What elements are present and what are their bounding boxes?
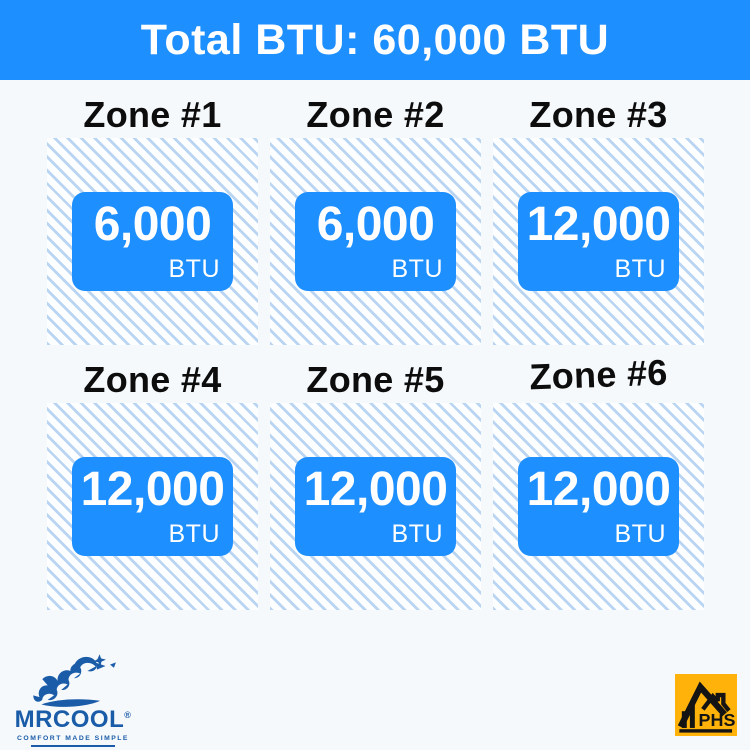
zone-2-title: Zone #2 (306, 94, 445, 135)
zone-6-btu-value: 12,000 (526, 463, 671, 516)
zone-2-btu-unit: BTU (391, 255, 443, 283)
zone-3-btu-unit: BTU (614, 255, 666, 283)
zone-6-btu-unit: BTU (614, 520, 666, 548)
total-btu-title: Total BTU: 60,000 BTU (140, 15, 610, 64)
registered-trademark-icon: ® (124, 710, 132, 720)
zone-6-title: Zone #6 (528, 351, 669, 398)
zone-3-btu-value: 12,000 (526, 198, 671, 251)
zone-6-btu-card: 12,000 BTU (518, 457, 679, 556)
zone-5-btu-unit: BTU (391, 520, 443, 548)
zone-4-hatch-box: 12,000 BTU (47, 403, 258, 610)
zone-2-btu-card: 6,000 BTU (295, 192, 456, 291)
zone-2-btu-value: 6,000 (316, 198, 435, 251)
zone-4: Zone #4 12,000 BTU (47, 357, 258, 610)
zone-6-hatch-box: 12,000 BTU (493, 403, 704, 610)
zone-5-hatch-box: 12,000 BTU (270, 403, 481, 610)
zone-1-title: Zone #1 (83, 94, 222, 135)
zone-4-btu-value: 12,000 (80, 463, 225, 516)
zone-1-btu-card: 6,000 BTU (72, 192, 233, 291)
zone-3-title: Zone #3 (529, 94, 668, 135)
zone-1-btu-unit: BTU (168, 255, 220, 283)
phs-label: PHS (699, 710, 736, 730)
zone-5-btu-value: 12,000 (303, 463, 448, 516)
zone-5-title: Zone #5 (306, 359, 445, 400)
mrcool-logo: MRCOOL® COMFORT MADE SIMPLE (14, 652, 132, 747)
zone-1-hatch-box: 6,000 BTU (47, 138, 258, 345)
zone-1-btu-value: 6,000 (93, 198, 212, 251)
header-bar: Total BTU: 60,000 BTU (0, 0, 750, 80)
mrcool-tagline: COMFORT MADE SIMPLE (17, 735, 129, 742)
zone-3: Zone #3 12,000 BTU (493, 92, 704, 345)
mrcool-underline (31, 745, 115, 747)
zone-4-title: Zone #4 (83, 359, 222, 400)
zone-1: Zone #1 6,000 BTU (47, 92, 258, 345)
zone-4-btu-card: 12,000 BTU (72, 457, 233, 556)
zone-4-btu-unit: BTU (168, 520, 220, 548)
mrcool-wordmark: MRCOOL® (14, 706, 132, 733)
zone-3-hatch-box: 12,000 BTU (493, 138, 704, 345)
zone-5-btu-card: 12,000 BTU (295, 457, 456, 556)
house-roof-icon: PHS (677, 681, 736, 733)
zone-2: Zone #2 6,000 BTU (270, 92, 481, 345)
zones-grid: Zone #1 6,000 BTU Zone #2 6,000 BTU Zone… (47, 92, 704, 610)
mrcool-penguin-icon (14, 652, 132, 708)
phs-logo: PHS (675, 674, 737, 736)
zone-5: Zone #5 12,000 BTU (270, 357, 481, 610)
zone-2-hatch-box: 6,000 BTU (270, 138, 481, 345)
zone-3-btu-card: 12,000 BTU (518, 192, 679, 291)
zone-6: Zone #6 12,000 BTU (493, 352, 704, 610)
